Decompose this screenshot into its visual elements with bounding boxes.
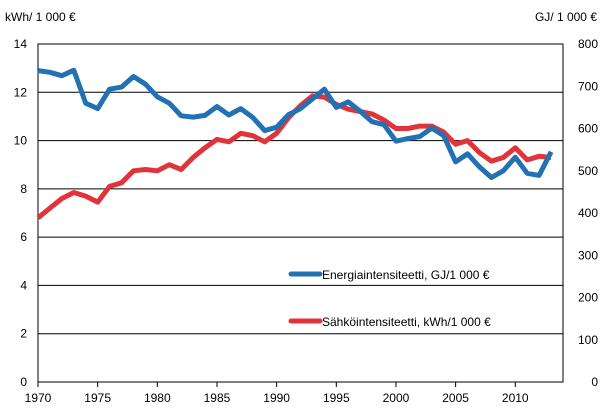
- x-tick-label: 1990: [263, 391, 290, 405]
- gridlines: [38, 43, 563, 383]
- y-right-tick-label: 600: [578, 122, 598, 136]
- x-axis-ticks: 1970 1975 1980 1985 1990 1995 2000 2005 2010: [25, 382, 529, 405]
- x-tick-label: 1995: [323, 391, 350, 405]
- y-left-tick-label: 2: [20, 327, 27, 341]
- legend-label-electricity: Sähköintensiteetti, kWh/1 000 €: [322, 315, 491, 329]
- y-right-tick-label: 400: [578, 206, 598, 220]
- y-left-tick-label: 8: [20, 182, 27, 196]
- y-left-tick-label: 10: [14, 134, 28, 148]
- y-right-tick-label: 0: [591, 375, 598, 389]
- y-right-tick-label: 200: [578, 291, 598, 305]
- y-left-tick-label: 4: [20, 278, 27, 292]
- x-tick-label: 1970: [25, 391, 52, 405]
- y-right-tick-label: 700: [578, 79, 598, 93]
- plot-frame: [37, 43, 564, 383]
- y-right-tick-label: 100: [578, 333, 598, 347]
- y-left-tick-label: 0: [20, 375, 27, 389]
- left-axis-label: kWh/ 1 000 €: [5, 10, 76, 24]
- left-axis-ticks: 0 2 4 6 8 10 12 14: [14, 37, 28, 389]
- series-layer: [36, 67, 554, 220]
- y-right-tick-label: 800: [578, 37, 598, 51]
- y-left-tick-label: 6: [20, 230, 27, 244]
- x-tick-label: 1985: [204, 391, 231, 405]
- y-right-tick-label: 500: [578, 164, 598, 178]
- x-tick-label: 2010: [502, 391, 529, 405]
- right-axis-ticks: 0 100 200 300 400 500 600 700 800: [578, 37, 598, 389]
- x-tick-label: 1980: [144, 391, 171, 405]
- series-line-energy: [37, 67, 554, 180]
- legend-label-energy: Energiaintensiteetti, GJ/1 000 €: [322, 268, 490, 282]
- y-left-tick-label: 12: [14, 85, 28, 99]
- y-left-tick-label: 14: [14, 37, 28, 51]
- legend: Energiaintensiteetti, GJ/1 000 € Sähköin…: [288, 268, 491, 329]
- y-right-tick-label: 300: [578, 248, 598, 262]
- right-axis-label: GJ/ 1 000 €: [535, 10, 597, 24]
- x-tick-label: 2005: [442, 391, 469, 405]
- x-tick-label: 1975: [84, 391, 111, 405]
- x-tick-label: 2000: [383, 391, 410, 405]
